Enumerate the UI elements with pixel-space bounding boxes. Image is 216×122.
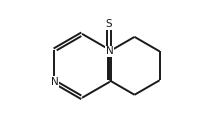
Text: N: N	[51, 77, 58, 87]
Text: S: S	[106, 19, 112, 29]
Text: N: N	[106, 46, 113, 56]
